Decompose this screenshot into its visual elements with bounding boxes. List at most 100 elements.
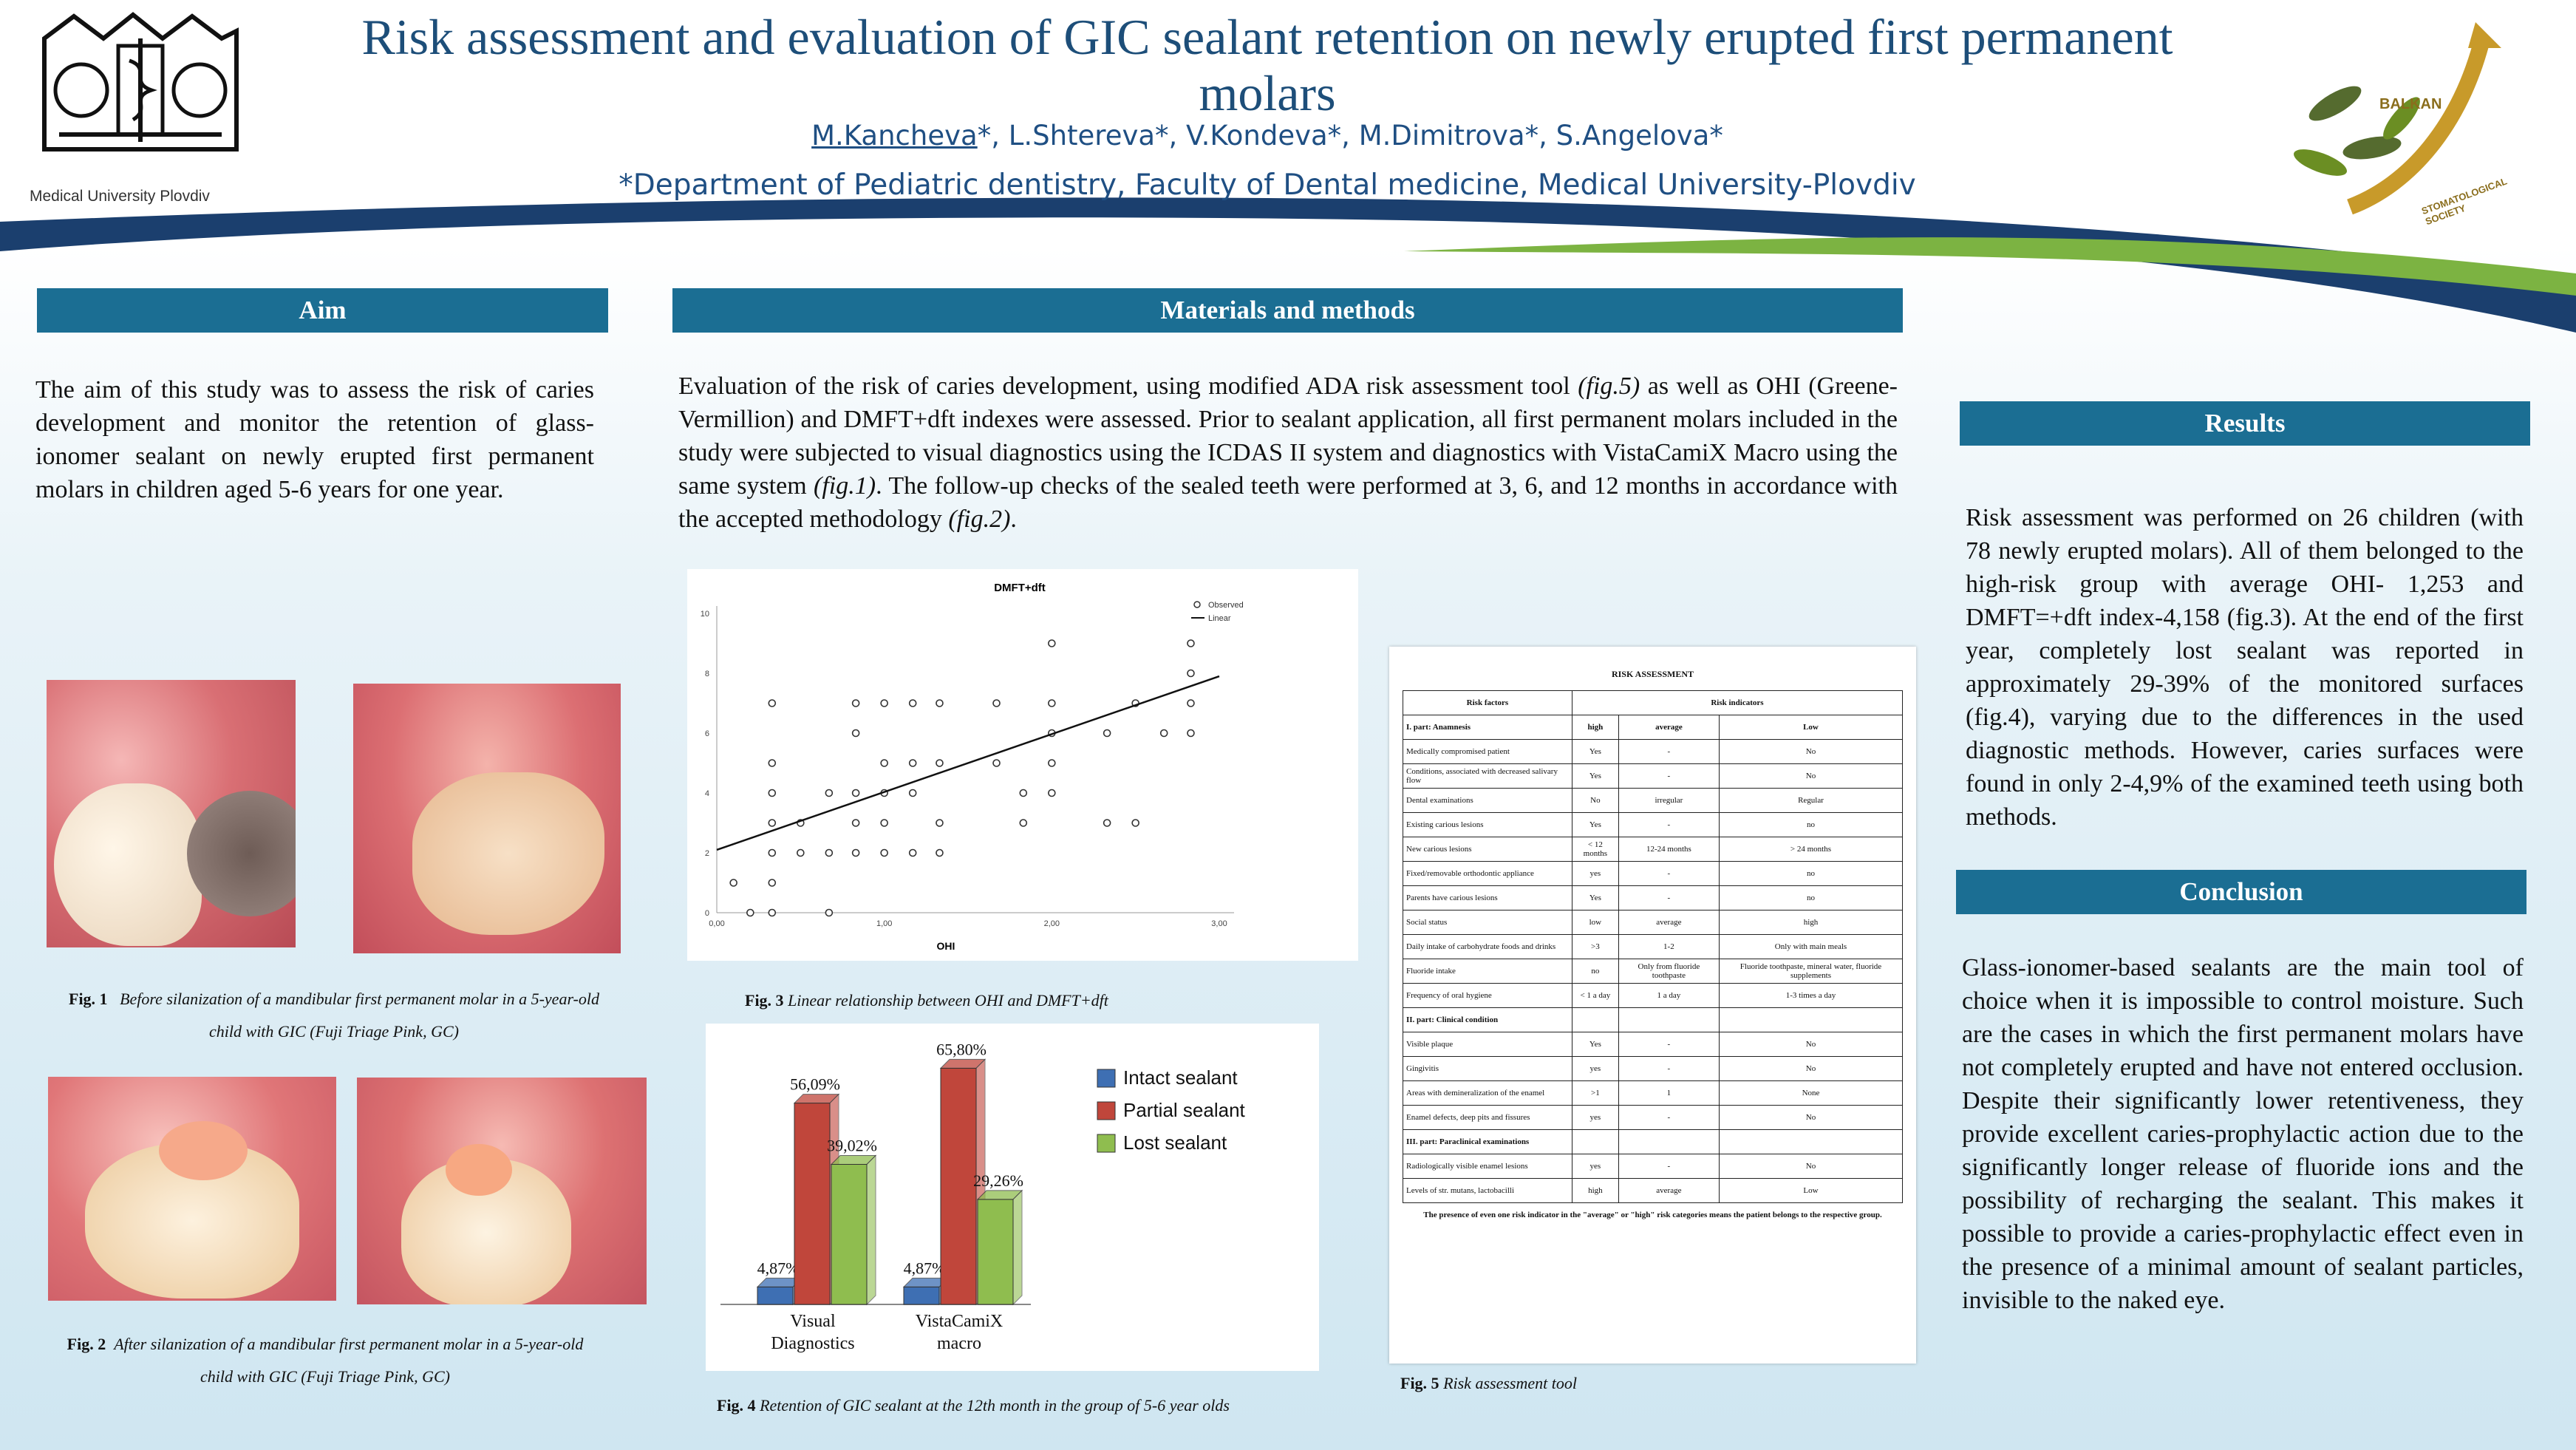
scatter-point	[936, 759, 944, 767]
risk-table-cell: No	[1718, 1105, 1904, 1130]
risk-table-cell: Existing carious lesions	[1403, 812, 1572, 837]
fig5-caption-text: Risk assessment tool	[1443, 1374, 1577, 1392]
risk-table-row: Enamel defects, deep pits and fissures ye…	[1403, 1105, 1904, 1130]
scatter-point	[908, 699, 917, 707]
risk-table-cell: Low	[1718, 1178, 1904, 1203]
scatter-point	[851, 789, 860, 797]
authors-line: M.Kancheva*, L.Shtereva*, V.Kondeva*, M.…	[325, 120, 2209, 152]
risk-table-cell	[1718, 1129, 1904, 1154]
risk-table-cell: average	[1618, 1178, 1720, 1203]
university-logo: Medical University Plovdiv	[30, 9, 251, 205]
scatter-y-tick: 10	[701, 610, 709, 619]
methods-text-3: . The follow-up checks of the sealed tee…	[678, 472, 1898, 533]
fig4-caption-text: Retention of GIC sealant at the 12th mon…	[760, 1396, 1230, 1415]
results-text: Risk assessment was performed on 26 chil…	[1966, 504, 2524, 831]
fig1-photo-left	[47, 680, 296, 947]
risk-table-cell: 1-3 times a day	[1718, 983, 1904, 1008]
risk-table-cell: Radiologically visible enamel lesions	[1403, 1154, 1572, 1179]
risk-table-cell: Fluoride intake	[1403, 959, 1572, 984]
poster-title: Risk assessment and evaluation of GIC se…	[361, 9, 2173, 121]
scatter-point	[768, 879, 777, 887]
risk-table-row: II. part: Clinical condition	[1403, 1007, 1904, 1032]
risk-table-cell: New carious lesions	[1403, 837, 1572, 862]
risk-table-cell	[1718, 1007, 1904, 1032]
risk-table-row: Frequency of oral hygiene < 1 a day 1 a da…	[1403, 983, 1904, 1008]
bar	[940, 1067, 977, 1305]
risk-table-cell: Areas with demineralization of the ename…	[1403, 1080, 1572, 1106]
scatter-point	[936, 699, 944, 707]
scatter-point	[1187, 669, 1195, 678]
methods-ref-fig2: (fig.2)	[948, 506, 1011, 533]
risk-table-cell: Daily intake of carbohydrate foods and d…	[1403, 934, 1572, 959]
scatter-point	[1019, 819, 1028, 827]
risk-table-cell: high	[1571, 715, 1619, 740]
lead-author: M.Kancheva	[811, 120, 978, 152]
scatter-point	[746, 908, 754, 917]
risk-table-cell: Gingivitis	[1403, 1056, 1572, 1081]
risk-table-cell: no	[1571, 959, 1619, 984]
fig2-caption-text: After silanization of a mandibular first…	[114, 1335, 584, 1386]
risk-table-row: Social status low average high	[1403, 910, 1904, 935]
bar-legend-swatch	[1097, 1134, 1116, 1153]
risk-table-cell	[1618, 1129, 1720, 1154]
risk-table-cell: -	[1618, 1154, 1720, 1179]
scatter-y-tick: 6	[705, 729, 709, 738]
scatter-point	[1187, 729, 1195, 738]
bar-side	[1012, 1189, 1023, 1306]
conclusion-heading: Conclusion	[1956, 870, 2526, 914]
risk-table-cell	[1571, 1007, 1619, 1032]
scatter-y-tick: 8	[705, 670, 709, 678]
scatter-point	[851, 729, 860, 738]
risk-table-cell: -	[1618, 763, 1720, 789]
scatter-point	[992, 759, 1001, 767]
bar-category-label-2: Diagnostics	[771, 1334, 854, 1353]
risk-table-cell: Yes	[1571, 812, 1619, 837]
risk-table-cell: Frequency of oral hygiene	[1403, 983, 1572, 1008]
methods-text-1: Evaluation of the risk of caries develop…	[678, 372, 1578, 400]
scatter-y-tick: 4	[705, 789, 709, 798]
risk-table-header-indicators: Risk indicators	[1571, 690, 1904, 715]
risk-table-cell: Yes	[1571, 885, 1619, 910]
bar-legend-swatch	[1097, 1069, 1116, 1088]
fig5-label: Fig. 5	[1400, 1374, 1439, 1392]
risk-table-cell: yes	[1571, 1154, 1619, 1179]
methods-ref-fig5: (fig.5)	[1578, 372, 1640, 400]
risk-table-title: RISK ASSESSMENT	[1611, 669, 1694, 679]
bar-data-label: 65,80%	[936, 1040, 987, 1058]
risk-table-cell	[1618, 1007, 1720, 1032]
risk-table-cell: > 24 months	[1718, 837, 1904, 862]
fig4-chart-box: 4,87% 56,09% 39,02% 4,87% 65,80% 29,26% Visual…	[706, 1024, 1319, 1371]
risk-table-cell: II. part: Clinical condition	[1403, 1007, 1572, 1032]
bar-side	[866, 1154, 876, 1306]
fig4-bar-chart: 4,87% 56,09% 39,02% 4,87% 65,80% 29,26% Visual…	[720, 1040, 1246, 1353]
risk-table-footnote: The presence of even one risk indicator …	[1423, 1211, 1882, 1219]
risk-table-cell: -	[1618, 1056, 1720, 1081]
fig1-label: Fig. 1	[69, 990, 108, 1008]
bar	[757, 1286, 794, 1305]
risk-table-cell: Parents have carious lesions	[1403, 885, 1572, 910]
risk-table-row: New carious lesions < 12 months 12-24 mont…	[1403, 837, 1904, 862]
results-heading: Results	[1960, 401, 2530, 446]
scatter-point	[825, 848, 834, 857]
scatter-fit-line	[716, 675, 1220, 851]
bar	[903, 1286, 940, 1305]
university-logo-text: Medical University Plovdiv	[30, 188, 210, 205]
risk-table-cell: None	[1718, 1080, 1904, 1106]
risk-table-cell: No	[1718, 1154, 1904, 1179]
risk-table-row: I. part: Anamnesis high average Low	[1403, 715, 1904, 740]
risk-table-cell: yes	[1571, 861, 1619, 886]
risk-table-cell: high	[1718, 910, 1904, 935]
risk-table-cell: No	[1718, 763, 1904, 789]
fig4-caption: Fig. 4 Retention of GIC sealant at the 1…	[717, 1395, 1234, 1416]
bar-category-label-2: macro	[937, 1334, 981, 1353]
scatter-point	[797, 848, 805, 857]
fig1-caption: Fig. 1 Before silanization of a mandibul…	[68, 983, 600, 1048]
scatter-point	[768, 908, 777, 917]
risk-table-row: Visible plaque Yes - No	[1403, 1032, 1904, 1057]
risk-table-cell: No	[1718, 1032, 1904, 1057]
risk-table-cell: I. part: Anamnesis	[1403, 715, 1572, 740]
risk-table-cell: no	[1718, 812, 1904, 837]
scatter-point	[908, 848, 917, 857]
risk-table-cell: no	[1718, 861, 1904, 886]
legend-observed-marker	[1193, 601, 1201, 608]
